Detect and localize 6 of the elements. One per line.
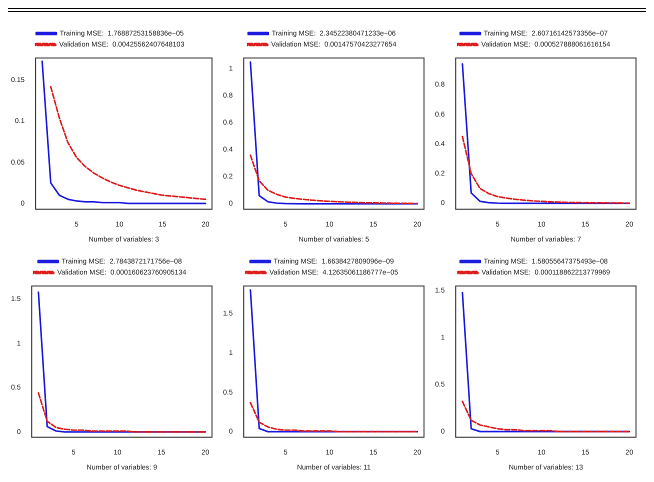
- line-series: [50, 86, 206, 200]
- line-series: [462, 400, 630, 432]
- line-series: [250, 154, 418, 204]
- line-series: [250, 402, 418, 432]
- line-series: [38, 392, 206, 433]
- line-series: [462, 136, 630, 204]
